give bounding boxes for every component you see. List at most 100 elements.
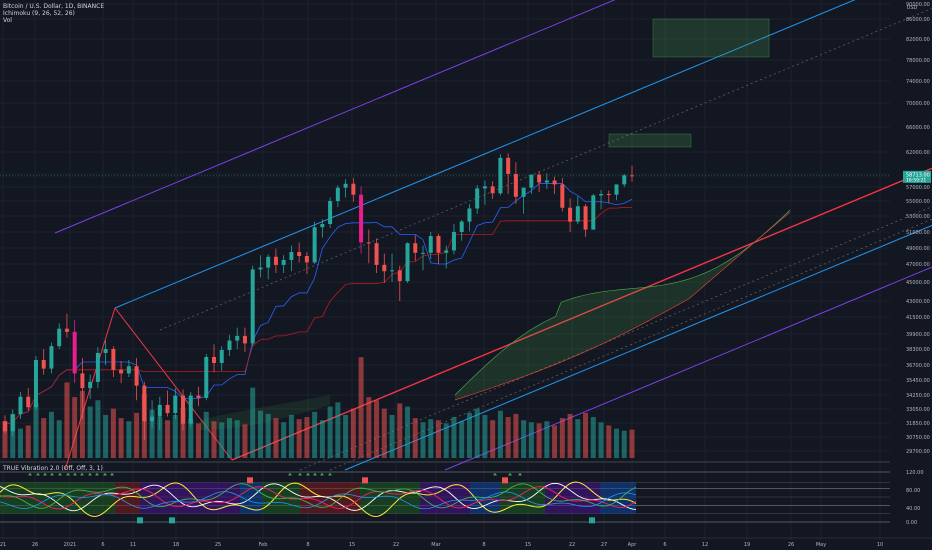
price-tick: 45000.00 bbox=[906, 280, 930, 286]
candle-body bbox=[367, 242, 371, 243]
buy-marker bbox=[508, 473, 512, 476]
price-tick: 70000.00 bbox=[906, 101, 930, 107]
time-tick: 27 bbox=[601, 542, 607, 548]
volume-bar bbox=[49, 412, 54, 458]
time-tick: 21 bbox=[0, 542, 6, 548]
candle-body bbox=[506, 158, 510, 174]
candle-body bbox=[406, 243, 410, 281]
candle-body bbox=[599, 194, 603, 195]
price-tick: 90000.00 bbox=[906, 2, 930, 8]
price-tick: 34250.00 bbox=[906, 393, 930, 399]
osc-band bbox=[140, 482, 240, 513]
price-tick: 53000.00 bbox=[906, 214, 930, 220]
candle-body bbox=[390, 270, 394, 271]
candle-body bbox=[328, 201, 332, 224]
volume-bar bbox=[482, 415, 487, 458]
price-tick: 62000.00 bbox=[906, 150, 930, 156]
candle-body bbox=[96, 353, 100, 382]
ichimoku-legend[interactable]: Ichimoku (9, 26, 52, 26) bbox=[3, 10, 104, 17]
candle-body bbox=[18, 397, 22, 415]
volume-bar bbox=[599, 422, 604, 458]
pitchfork-drawing[interactable] bbox=[55, 0, 932, 470]
chart-legend: Bitcoin / U.S. Dollar, 1D, BINANCE Ichim… bbox=[3, 3, 104, 24]
candle-body bbox=[274, 257, 278, 265]
volume-bar bbox=[328, 407, 333, 458]
volume-bar bbox=[506, 417, 511, 458]
candle-body bbox=[607, 194, 611, 195]
time-tick: 25 bbox=[215, 542, 221, 548]
volume-bar bbox=[95, 400, 100, 458]
candle-body bbox=[529, 175, 533, 188]
volume-bar bbox=[126, 421, 131, 458]
candle-body bbox=[26, 397, 30, 408]
candle-body bbox=[483, 186, 487, 188]
candle-body bbox=[491, 186, 495, 193]
buy-marker bbox=[493, 473, 497, 476]
volume-bar bbox=[219, 422, 224, 458]
volume-bar bbox=[606, 425, 611, 458]
volume-bar bbox=[459, 421, 464, 458]
pitchfork-upper-purple bbox=[55, 0, 932, 233]
volume-bar bbox=[397, 403, 402, 458]
candle-body bbox=[49, 346, 53, 368]
indicator-legend: TRUE Vibration 2.0 (Off, Off, 3, 1) bbox=[3, 465, 103, 472]
volume-bar bbox=[544, 421, 549, 458]
candle-body bbox=[514, 174, 518, 197]
volume-bar bbox=[281, 422, 286, 458]
price-tick: 29700.00 bbox=[906, 449, 930, 455]
time-tick: 12 bbox=[702, 542, 708, 548]
time-tick: 6 bbox=[663, 542, 666, 548]
volume-bar bbox=[413, 418, 418, 458]
indicator-title[interactable]: TRUE Vibration 2.0 (Off, Off, 3, 1) bbox=[3, 465, 103, 472]
price-tick: 47000.00 bbox=[906, 262, 930, 268]
ichimoku-cloud bbox=[200, 210, 790, 430]
time-tick: 6 bbox=[101, 542, 104, 548]
price-tick: 33050.00 bbox=[906, 407, 930, 413]
candle-body bbox=[591, 195, 595, 229]
pitchfork-upper-blue bbox=[115, 0, 932, 308]
price-tick: 51000.00 bbox=[906, 230, 930, 236]
candle-body bbox=[436, 236, 440, 253]
candle-body bbox=[553, 181, 557, 185]
target-zones[interactable] bbox=[609, 19, 769, 147]
buy-marker bbox=[328, 473, 332, 476]
volume-legend[interactable]: Vol bbox=[3, 17, 104, 24]
volume-bar bbox=[529, 422, 534, 458]
time-axis[interactable]: 21 26 2021 6 11 18 25 Feb 8 15 22 Mar 8 15 22 27 Apr 6 12 1… bbox=[0, 538, 932, 548]
time-tick: 8 bbox=[482, 542, 485, 548]
candle-body bbox=[11, 414, 15, 431]
candle-body bbox=[150, 417, 154, 422]
price-tick: 74000.00 bbox=[906, 79, 930, 85]
ichimoku-lines bbox=[5, 183, 632, 424]
candle-body bbox=[429, 236, 433, 253]
volume-bar bbox=[41, 418, 46, 458]
candle-body bbox=[475, 188, 479, 208]
candle-body bbox=[80, 373, 84, 388]
candle-body bbox=[615, 184, 619, 194]
price-tick: 49000.00 bbox=[906, 246, 930, 252]
volume-bar bbox=[204, 412, 209, 458]
candle-body bbox=[398, 270, 402, 281]
volume-bar bbox=[242, 424, 247, 458]
time-tick: 26 bbox=[788, 542, 794, 548]
candle-body bbox=[305, 256, 309, 262]
price-tick: 86000.00 bbox=[906, 17, 930, 23]
candle-body bbox=[204, 357, 208, 398]
price-tick: 41500.00 bbox=[906, 315, 930, 321]
candle-body bbox=[142, 386, 146, 422]
volume-bar bbox=[436, 420, 441, 458]
time-tick: 15 bbox=[525, 542, 531, 548]
price-tick: 35450.00 bbox=[906, 378, 930, 384]
price-tick: 30750.00 bbox=[906, 435, 930, 441]
buy-marker bbox=[50, 473, 54, 476]
volume-bar bbox=[568, 414, 573, 458]
candle-body bbox=[197, 396, 201, 398]
volume-bar bbox=[521, 420, 526, 458]
candle-body bbox=[289, 252, 293, 260]
symbol-title[interactable]: Bitcoin / U.S. Dollar, 1D, BINANCE bbox=[3, 3, 104, 10]
price-tick: 39900.00 bbox=[906, 332, 930, 338]
volume-bar bbox=[119, 418, 124, 458]
candle-body bbox=[351, 184, 355, 195]
